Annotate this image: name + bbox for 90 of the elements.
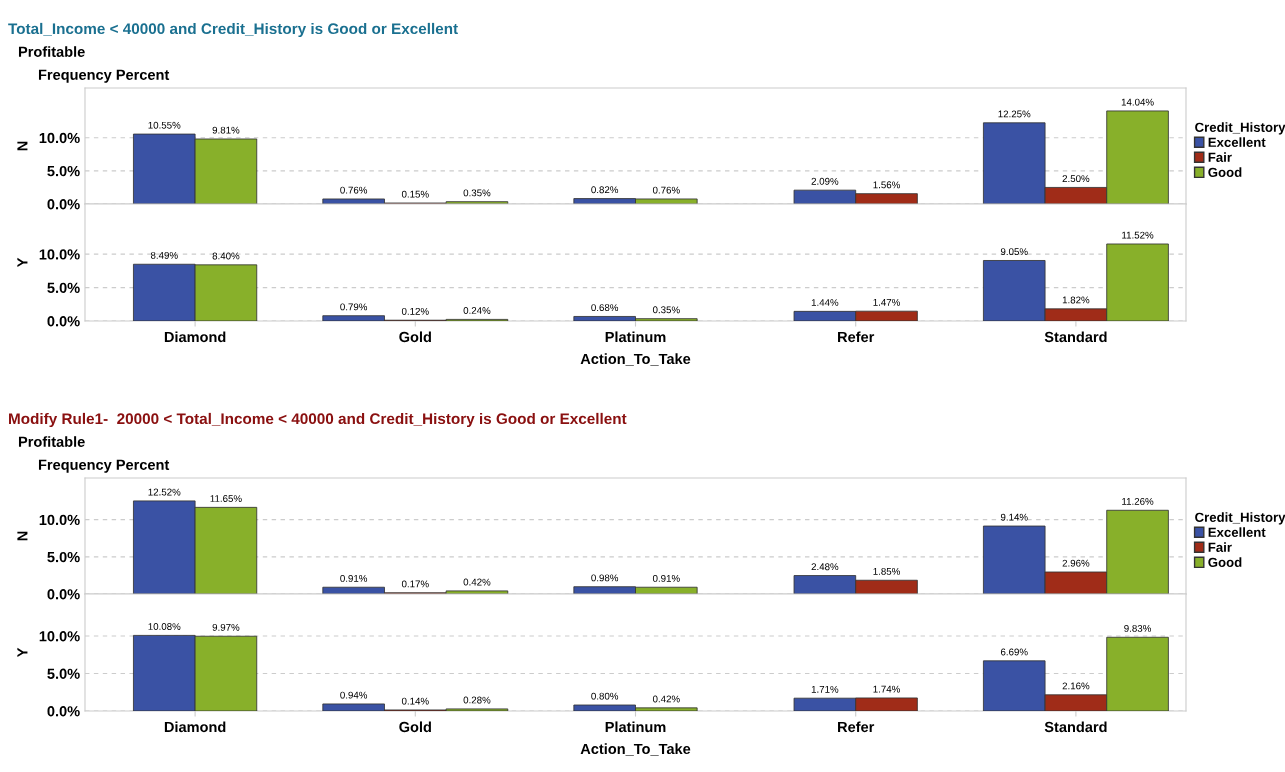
y-axis-title: N: [17, 141, 28, 151]
x-tick-label: Standard: [1044, 331, 1107, 343]
data-label: 0.91%: [340, 574, 368, 582]
data-label: 9.05%: [1000, 248, 1028, 256]
data-label: 12.25%: [998, 110, 1031, 118]
data-label: 1.56%: [873, 181, 900, 189]
data-label: 0.17%: [401, 580, 429, 588]
x-axis-title: Action_To_Take: [580, 743, 691, 756]
data-label: 10.55%: [148, 121, 181, 129]
data-label: 0.42%: [652, 695, 680, 703]
x-tick-label: Refer: [838, 331, 875, 343]
data-label: 9.97%: [212, 623, 240, 631]
data-label: 6.69%: [1000, 648, 1028, 656]
data-label: 11.65%: [210, 495, 242, 502]
legend-title: Credit_History: [1195, 122, 1285, 135]
y-tick-label: 10.0%: [39, 249, 80, 260]
chart-title: Modify Rule1- 20000 < Total_Income < 40000 and Credit_History is Good or Excellent: [9, 412, 627, 428]
x-tick-label: Refer: [838, 721, 875, 733]
data-label: 1.74%: [873, 685, 900, 693]
data-label: 1.71%: [811, 685, 839, 693]
y-tick-label: 5.0%: [47, 668, 80, 679]
x-tick-label: Platinum: [605, 721, 666, 733]
legend-title: Credit_History: [1195, 512, 1285, 525]
data-label: 0.68%: [591, 304, 619, 312]
data-label: 0.14%: [401, 697, 429, 705]
data-label: 0.12%: [401, 307, 429, 315]
legend-label: Good: [1208, 557, 1242, 567]
y-tick-label: 5.0%: [47, 551, 80, 563]
data-label: 0.98%: [591, 574, 619, 582]
data-label: 0.24%: [463, 307, 491, 314]
data-label: 2.50%: [1062, 175, 1090, 183]
data-label: 8.49%: [150, 251, 178, 259]
data-label: 2.09%: [811, 177, 839, 185]
data-label: 0.76%: [340, 186, 368, 194]
x-tick-label: Diamond: [164, 331, 226, 343]
data-label: 9.14%: [1000, 513, 1028, 521]
x-tick-label: Platinum: [605, 331, 666, 343]
chart-subtitle: Profitable: [18, 46, 85, 57]
data-label: 8.40%: [212, 252, 240, 260]
data-label: 2.16%: [1062, 682, 1090, 690]
y-tick-label: 5.0%: [47, 282, 80, 293]
data-label: 1.44%: [811, 299, 839, 306]
data-label: 1.85%: [873, 567, 900, 575]
data-label: 2.96%: [1062, 559, 1090, 567]
y-tick-label: 0.0%: [47, 589, 80, 600]
x-tick-label: Standard: [1044, 721, 1107, 733]
data-label: 0.35%: [463, 189, 491, 197]
y-tick-label: 0.0%: [47, 199, 80, 210]
y-axis-title: N: [17, 531, 28, 541]
y-axis-title: Y: [17, 257, 28, 268]
legend-label: Good: [1208, 167, 1242, 177]
y-tick-label: 10.0%: [39, 132, 80, 144]
data-label: 0.80%: [591, 692, 619, 700]
x-tick-label: Gold: [399, 331, 431, 343]
data-label: 11.26%: [1122, 497, 1154, 505]
data-label: 0.79%: [340, 303, 368, 311]
data-label: 0.35%: [652, 306, 680, 314]
x-axis-title: Action_To_Take: [580, 353, 691, 366]
data-label: 2.48%: [811, 563, 839, 571]
y-tick-label: 0.0%: [47, 706, 80, 717]
x-tick-label: Gold: [399, 721, 431, 733]
legend-label: Excellent: [1208, 137, 1266, 147]
data-label: 0.42%: [463, 578, 491, 586]
y-tick-label: 5.0%: [47, 165, 80, 177]
data-label: 0.82%: [591, 186, 619, 194]
chart-title: Total_Income < 40000 and Credit_History is Good or Excellent: [8, 22, 458, 38]
data-label: 0.28%: [463, 696, 491, 704]
legend-label: Fair: [1208, 152, 1232, 162]
legend-label: Fair: [1208, 542, 1232, 552]
x-tick-label: Diamond: [164, 721, 226, 733]
data-label: 12.52%: [148, 488, 181, 496]
data-label: 0.15%: [401, 190, 429, 198]
y-tick-label: 10.0%: [39, 514, 80, 526]
text: Frequency Percent: [38, 459, 170, 473]
data-label: 1.47%: [873, 298, 900, 306]
data-label: 9.83%: [1124, 624, 1151, 632]
data-label: 10.08%: [148, 623, 181, 630]
data-label: 0.94%: [340, 691, 368, 699]
legend-label: Excellent: [1208, 527, 1266, 537]
y-tick-label: 10.0%: [39, 631, 80, 642]
y-tick-label: 0.0%: [47, 316, 80, 327]
text: Frequency Percent: [38, 69, 170, 83]
data-label: 1.82%: [1062, 296, 1090, 304]
data-label: 11.52%: [1122, 231, 1154, 239]
y-axis-title: Y: [17, 647, 28, 658]
data-label: 0.76%: [652, 186, 680, 194]
chart-subtitle: Profitable: [18, 436, 85, 447]
data-label: 9.81%: [212, 126, 240, 134]
data-label: 14.04%: [1121, 98, 1154, 106]
data-label: 0.91%: [652, 574, 680, 582]
